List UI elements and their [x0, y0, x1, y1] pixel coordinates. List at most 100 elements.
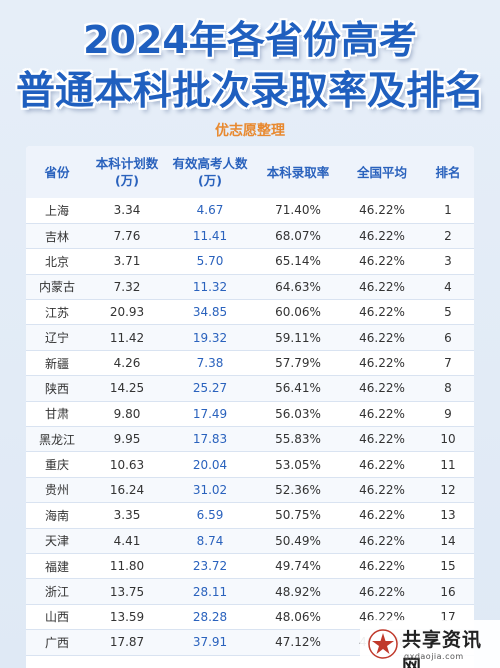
- cell-province: 浙江: [44, 585, 69, 600]
- cell-average: 46.22%: [359, 457, 405, 472]
- cell-province: 江苏: [44, 305, 69, 320]
- cell-rate: 59.11%: [275, 330, 321, 345]
- table-body: 上海 3.34 4.67 71.40% 46.22% 1 吉林 7.76 11.41 68.07%…: [26, 198, 474, 656]
- cell-average: 46.22%: [359, 279, 405, 294]
- cell-average: 46.22%: [359, 203, 405, 218]
- cell-average: 46.22%: [359, 559, 405, 574]
- cell-average: 46.22%: [359, 254, 405, 269]
- table-row: 海南 3.35 6.59 50.75% 46.22% 13: [26, 503, 474, 529]
- table-row: 江苏 20.93 34.85 60.06% 46.22% 5: [26, 300, 474, 325]
- cell-province: 内蒙古: [38, 280, 75, 295]
- cell-plan: 10.63: [109, 457, 145, 472]
- cell-applicants: 37.91: [192, 635, 228, 650]
- cell-rank: 14: [440, 533, 456, 548]
- cell-average: 46.22%: [359, 432, 405, 447]
- watermark: 共享资讯网 gxdaojia.com: [360, 620, 500, 668]
- cell-province: 贵州: [44, 483, 69, 498]
- cell-applicants: 28.11: [192, 584, 228, 599]
- data-table-card: 省份 本科计划数 (万) 有效高考人数 (万) 本科录取率 全国平均 排名 上海 3.…: [26, 146, 474, 668]
- cell-applicants: 23.72: [192, 559, 228, 574]
- cell-plan: 9.95: [113, 432, 141, 447]
- cell-rank: 8: [444, 381, 452, 396]
- cell-plan: 4.26: [113, 356, 141, 371]
- table-header-row: 省份 本科计划数 (万) 有效高考人数 (万) 本科录取率 全国平均 排名: [26, 146, 474, 198]
- watermark-url: gxdaojia.com: [404, 652, 464, 661]
- cell-province: 辽宁: [44, 331, 69, 346]
- cell-rate: 53.05%: [275, 457, 321, 472]
- header-applicants: 有效高考人数 (万): [172, 156, 248, 188]
- cell-rate: 48.06%: [275, 609, 321, 624]
- cell-rate: 65.14%: [275, 254, 321, 269]
- header-rank: 排名: [435, 164, 461, 180]
- table-row: 福建 11.80 23.72 49.74% 46.22% 15: [26, 553, 474, 579]
- cell-rank: 6: [444, 330, 452, 345]
- cell-plan: 11.80: [109, 559, 145, 574]
- cell-rate: 57.79%: [275, 356, 321, 371]
- cell-average: 46.22%: [359, 482, 405, 497]
- cell-rate: 64.63%: [275, 279, 321, 294]
- cell-applicants: 28.28: [192, 609, 228, 624]
- cell-plan: 3.35: [113, 508, 141, 523]
- cell-rate: 56.41%: [275, 381, 321, 396]
- cell-province: 重庆: [44, 458, 69, 473]
- cell-average: 46.22%: [359, 508, 405, 523]
- cell-rate: 68.07%: [275, 229, 321, 244]
- cell-average: 46.22%: [359, 406, 405, 421]
- cell-rate: 52.36%: [275, 482, 321, 497]
- cell-province: 广西: [44, 635, 69, 650]
- cell-rate: 55.83%: [275, 432, 321, 447]
- cell-rank: 15: [440, 559, 456, 574]
- header-rate: 本科录取率: [266, 164, 330, 180]
- cell-plan: 17.87: [109, 635, 145, 650]
- cell-rate: 56.03%: [275, 406, 321, 421]
- cell-rank: 2: [444, 229, 452, 244]
- table-row: 陕西 14.25 25.27 56.41% 46.22% 8: [26, 375, 474, 402]
- cell-plan: 13.59: [109, 609, 145, 624]
- cell-rate: 50.49%: [275, 533, 321, 548]
- header-province: 省份: [44, 164, 70, 180]
- cell-rank: 13: [440, 508, 456, 523]
- cell-rate: 60.06%: [275, 305, 321, 320]
- cell-applicants: 5.70: [196, 254, 224, 269]
- cell-plan: 16.24: [109, 482, 145, 497]
- cell-applicants: 34.85: [192, 305, 228, 320]
- cell-province: 北京: [44, 254, 69, 269]
- cell-applicants: 6.59: [196, 508, 224, 523]
- cell-applicants: 11.32: [192, 279, 228, 294]
- cell-province: 新疆: [44, 356, 69, 371]
- cell-applicants: 31.02: [192, 482, 228, 497]
- cell-average: 46.22%: [359, 381, 405, 396]
- cell-rate: 50.75%: [275, 508, 321, 523]
- cell-plan: 4.41: [113, 533, 141, 548]
- cell-average: 46.22%: [359, 330, 405, 345]
- cell-rank: 4: [444, 279, 452, 294]
- cell-plan: 20.93: [109, 305, 145, 320]
- cell-rank: 12: [440, 482, 456, 497]
- cell-applicants: 11.41: [192, 229, 228, 244]
- cell-average: 46.22%: [359, 305, 405, 320]
- title-line-1: 2024年各省份高考: [83, 18, 417, 62]
- table-row: 上海 3.34 4.67 71.40% 46.22% 1: [26, 198, 474, 224]
- cell-rate: 71.40%: [275, 203, 321, 218]
- header-average: 全国平均: [356, 164, 407, 180]
- cell-average: 46.22%: [359, 584, 405, 599]
- cell-province: 海南: [44, 508, 69, 523]
- title-line-2: 普通本科批次录取率及排名: [15, 69, 484, 114]
- cell-average: 46.22%: [359, 229, 405, 244]
- table-row: 天津 4.41 8.74 50.49% 46.22% 14: [26, 528, 474, 554]
- cell-plan: 7.32: [113, 279, 141, 294]
- cell-plan: 3.34: [113, 203, 141, 218]
- cell-plan: 7.76: [113, 229, 141, 244]
- header-plan: 本科计划数 (万): [95, 156, 159, 188]
- cell-plan: 3.71: [113, 254, 141, 269]
- cell-rank: 1: [444, 203, 452, 218]
- cell-province: 吉林: [44, 229, 69, 244]
- cell-province: 陕西: [44, 381, 69, 396]
- table-row: 北京 3.71 5.70 65.14% 46.22% 3: [26, 249, 474, 275]
- table-row: 贵州 16.24 31.02 52.36% 46.22% 12: [26, 477, 474, 503]
- cell-rank: 10: [440, 432, 456, 447]
- cell-rank: 3: [444, 254, 452, 269]
- cell-province: 甘肃: [44, 407, 69, 422]
- cell-province: 黑龙江: [38, 432, 75, 447]
- table-row: 辽宁 11.42 19.32 59.11% 46.22% 6: [26, 324, 474, 351]
